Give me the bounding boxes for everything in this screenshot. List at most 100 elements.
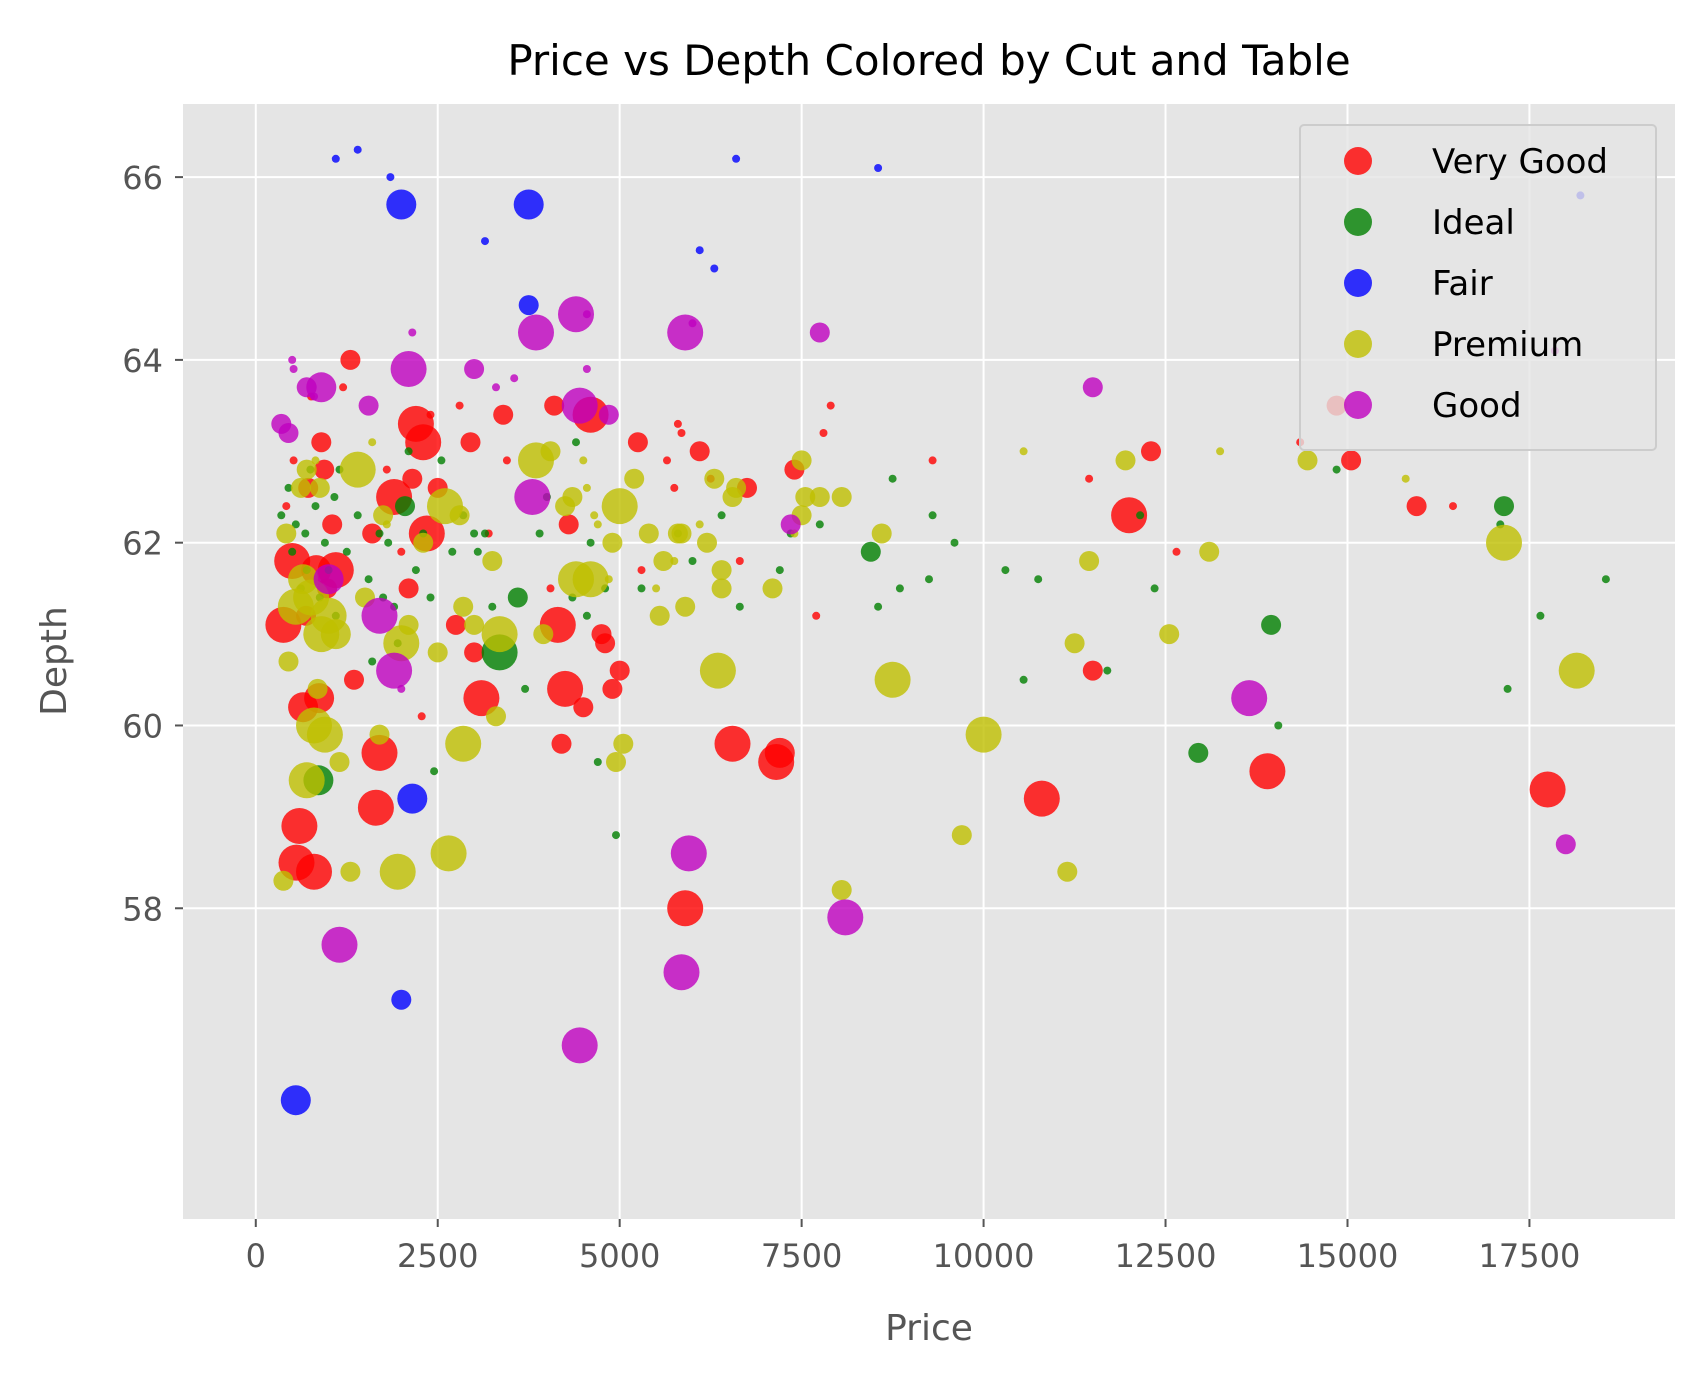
data-point xyxy=(278,423,299,443)
data-point xyxy=(408,328,417,337)
data-point xyxy=(361,597,398,634)
data-point xyxy=(1111,497,1148,534)
data-point xyxy=(735,557,744,565)
data-point xyxy=(296,459,317,480)
data-point xyxy=(1558,652,1595,689)
data-point xyxy=(397,547,406,556)
data-points xyxy=(265,145,1610,1116)
data-point xyxy=(637,584,646,593)
data-point xyxy=(667,890,704,927)
data-point xyxy=(464,359,485,379)
data-point xyxy=(437,456,446,465)
data-point xyxy=(535,529,544,538)
data-point xyxy=(296,853,332,890)
data-point xyxy=(413,532,434,553)
data-point xyxy=(1079,551,1100,571)
data-point xyxy=(330,493,339,501)
data-point xyxy=(1082,377,1103,398)
data-point xyxy=(627,432,648,453)
legend: Very Good Ideal Fair Premium Good xyxy=(1299,124,1657,451)
data-point xyxy=(688,557,697,565)
data-point xyxy=(455,401,464,410)
legend-marker xyxy=(1344,269,1372,297)
data-point xyxy=(445,614,466,635)
data-point xyxy=(417,712,426,721)
data-point xyxy=(277,511,286,520)
data-point xyxy=(395,496,415,517)
data-point xyxy=(809,487,830,507)
data-point xyxy=(470,529,479,538)
data-point xyxy=(482,551,503,571)
data-point xyxy=(590,511,599,520)
data-point xyxy=(874,164,883,172)
data-point xyxy=(314,459,335,480)
x-tick-label: 12500 xyxy=(1115,1237,1217,1275)
data-point xyxy=(582,611,591,620)
legend-label: Premium xyxy=(1432,325,1583,365)
data-point xyxy=(670,835,707,872)
data-point xyxy=(404,447,413,456)
data-point xyxy=(340,861,361,882)
data-point xyxy=(874,602,883,611)
data-point xyxy=(671,523,692,544)
data-point xyxy=(595,633,616,654)
data-point xyxy=(278,651,299,672)
data-point xyxy=(518,295,539,316)
data-point xyxy=(306,372,337,403)
data-point xyxy=(398,578,419,599)
data-point xyxy=(675,596,696,617)
data-point xyxy=(384,538,393,547)
x-tick-label: 2500 xyxy=(397,1237,478,1275)
data-point xyxy=(860,541,881,562)
data-point xyxy=(280,1085,311,1116)
data-point xyxy=(510,374,519,383)
data-point xyxy=(809,322,830,343)
data-point xyxy=(288,762,325,799)
data-point xyxy=(965,716,1002,753)
data-point xyxy=(1555,834,1576,855)
data-point xyxy=(329,752,350,772)
data-point xyxy=(812,611,821,620)
data-point xyxy=(430,767,439,776)
data-point xyxy=(714,725,751,762)
y-tick-label: 66 xyxy=(122,159,163,197)
data-point xyxy=(1401,474,1410,483)
legend-label: Very Good xyxy=(1432,142,1608,182)
data-point xyxy=(572,561,609,598)
data-point xyxy=(368,657,377,666)
data-point xyxy=(473,547,482,556)
data-point xyxy=(562,487,583,507)
data-point xyxy=(710,264,719,273)
legend-marker xyxy=(1344,330,1372,358)
data-point xyxy=(386,189,417,220)
legend-marker xyxy=(1344,208,1372,236)
data-point xyxy=(670,483,679,492)
data-point xyxy=(649,605,670,626)
data-point xyxy=(826,401,835,410)
data-point xyxy=(673,419,682,428)
data-point xyxy=(390,351,427,387)
data-point xyxy=(518,314,554,351)
data-point xyxy=(711,578,732,599)
y-tick-label: 62 xyxy=(122,525,163,563)
data-point xyxy=(652,584,661,593)
data-point xyxy=(311,432,332,453)
data-point xyxy=(572,438,580,447)
y-tick-label: 64 xyxy=(122,342,163,380)
data-point xyxy=(391,989,412,1010)
legend-box xyxy=(1299,124,1657,451)
data-point xyxy=(1159,624,1180,645)
data-point xyxy=(888,474,897,483)
data-point xyxy=(1297,450,1318,471)
data-point xyxy=(602,678,623,699)
y-tick-label: 58 xyxy=(122,890,163,928)
data-point xyxy=(357,789,394,826)
y-tick-label: 60 xyxy=(122,707,163,745)
data-point xyxy=(533,624,554,645)
data-point xyxy=(397,783,428,814)
x-tick-label: 5000 xyxy=(579,1237,660,1275)
x-tick-label: 17500 xyxy=(1479,1237,1581,1275)
legend-label: Fair xyxy=(1432,264,1493,304)
data-point xyxy=(561,1027,598,1064)
data-point xyxy=(593,520,602,529)
